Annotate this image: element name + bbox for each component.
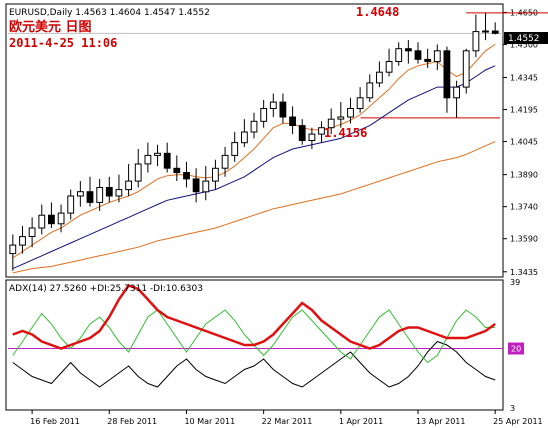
candle-bear bbox=[424, 58, 432, 63]
date-tick-label: 22 Mar 2011 bbox=[262, 417, 313, 426]
chart-timestamp: 2011-4-25 11:06 bbox=[9, 36, 117, 50]
candle-bull bbox=[453, 86, 461, 99]
price-tick-label: 1.4500 bbox=[510, 40, 538, 49]
candle-bull bbox=[231, 142, 239, 156]
candle-bull bbox=[67, 195, 75, 214]
candle-bear bbox=[48, 214, 55, 225]
current-price-tag bbox=[504, 32, 548, 44]
date-tick-label: 13 Apr 2011 bbox=[416, 417, 465, 426]
candle-bull bbox=[212, 167, 219, 182]
indicator-level-tag bbox=[508, 342, 524, 355]
candle-bear bbox=[183, 172, 190, 180]
date-tick-label: 1 Apr 2011 bbox=[339, 417, 383, 426]
candle-bull bbox=[202, 180, 210, 193]
symbol-info: EURUSD,Daily 1.4563 1.4604 1.4547 1.4552 bbox=[9, 8, 210, 18]
price-axis: 1.46501.45001.43451.41951.40451.38901.37… bbox=[503, 8, 538, 277]
candle-bear bbox=[443, 50, 451, 99]
candle-bull bbox=[221, 154, 229, 169]
price-tick-label: 1.4045 bbox=[510, 138, 538, 147]
candle-bear bbox=[279, 101, 287, 118]
date-tick-label: 16 Feb 2011 bbox=[30, 417, 80, 426]
candle-bear bbox=[491, 30, 499, 34]
candle-bear bbox=[414, 50, 422, 60]
price-tick-label: 1.3590 bbox=[510, 235, 538, 244]
candle-bear bbox=[298, 125, 306, 141]
candle-bear bbox=[405, 48, 412, 52]
candle-bull bbox=[395, 48, 403, 63]
candle-bull bbox=[308, 133, 316, 142]
candle-bull bbox=[327, 118, 335, 129]
candle-bull bbox=[19, 236, 26, 246]
candle-bear bbox=[86, 191, 94, 203]
price-tick-label: 1.4345 bbox=[510, 74, 538, 83]
indicator-series-minus-di bbox=[12, 340, 496, 388]
candle-bull bbox=[154, 152, 161, 156]
indicator-lines bbox=[8, 283, 503, 388]
ma-slow-line bbox=[12, 65, 496, 270]
low-annotation-label: 1.4156 bbox=[324, 126, 367, 140]
candle-bull bbox=[125, 180, 132, 191]
chart-title-cn: 欧元美元 日图 bbox=[9, 19, 92, 35]
date-axis: 16 Feb 2011 28 Feb 2011 10 Mar 2011 22 Mar … bbox=[30, 410, 543, 426]
main-panel-frame bbox=[5, 3, 504, 278]
indicator-axis: 39 20 3 bbox=[508, 278, 524, 413]
candle-bull bbox=[250, 120, 258, 133]
price-tick-label: 1.3740 bbox=[510, 203, 538, 212]
candle-bear bbox=[163, 152, 171, 169]
high-annotation-label: 1.4648 bbox=[356, 5, 399, 19]
candle-bull bbox=[9, 244, 17, 255]
indicator-series-adx bbox=[12, 283, 496, 350]
ma-fast-line bbox=[12, 43, 496, 259]
candle-bull bbox=[144, 154, 152, 165]
candle-bull bbox=[472, 31, 480, 52]
candle-bull bbox=[337, 116, 345, 120]
indicator-label: ADX(14) 27.5260 +DI:25.7311 -DI:10.6303 bbox=[9, 284, 203, 294]
candle-bull bbox=[462, 50, 470, 88]
date-tick-label: 25 Apr 2011 bbox=[493, 417, 542, 426]
candle-bull bbox=[318, 127, 325, 135]
indicator-series-plusminus-di bbox=[12, 309, 496, 364]
candle-bull bbox=[482, 30, 489, 33]
indicator-panel-frame bbox=[5, 279, 504, 411]
indicator-tick-label: 20 bbox=[511, 345, 521, 354]
candle-bear bbox=[192, 178, 200, 193]
candle-bull bbox=[260, 108, 268, 122]
candle-bull bbox=[376, 71, 383, 84]
candle-bull bbox=[57, 212, 65, 225]
ma-long-line bbox=[12, 141, 496, 274]
candle-bull bbox=[269, 101, 277, 109]
candle-bull bbox=[347, 108, 354, 118]
date-tick-label: 10 Mar 2011 bbox=[184, 417, 235, 426]
candle-bull bbox=[77, 191, 84, 197]
candle-bull bbox=[433, 50, 441, 62]
price-tick-label: 1.4195 bbox=[510, 106, 538, 115]
indicator-tick-label: 3 bbox=[510, 404, 515, 413]
candle-bull bbox=[28, 227, 36, 237]
candle-bear bbox=[105, 187, 113, 197]
candle-bull bbox=[134, 163, 142, 182]
candle-bear bbox=[173, 167, 181, 174]
candle-bull bbox=[366, 82, 374, 99]
date-tick-label: 28 Feb 2011 bbox=[107, 417, 157, 426]
candle-bear bbox=[289, 116, 297, 126]
current-price-value: 1.4552 bbox=[508, 34, 540, 44]
candle-bull bbox=[241, 131, 248, 144]
candle-bull bbox=[356, 97, 364, 110]
candle-bull bbox=[38, 214, 46, 229]
candle-bull bbox=[96, 187, 104, 203]
candle-bull bbox=[385, 61, 393, 73]
price-tick-label: 1.3890 bbox=[510, 171, 538, 180]
candles-and-overlays bbox=[8, 12, 548, 274]
indicator-tick-label: 39 bbox=[510, 278, 520, 287]
price-tick-label: 1.3435 bbox=[510, 268, 538, 277]
candle-bull bbox=[115, 189, 123, 197]
